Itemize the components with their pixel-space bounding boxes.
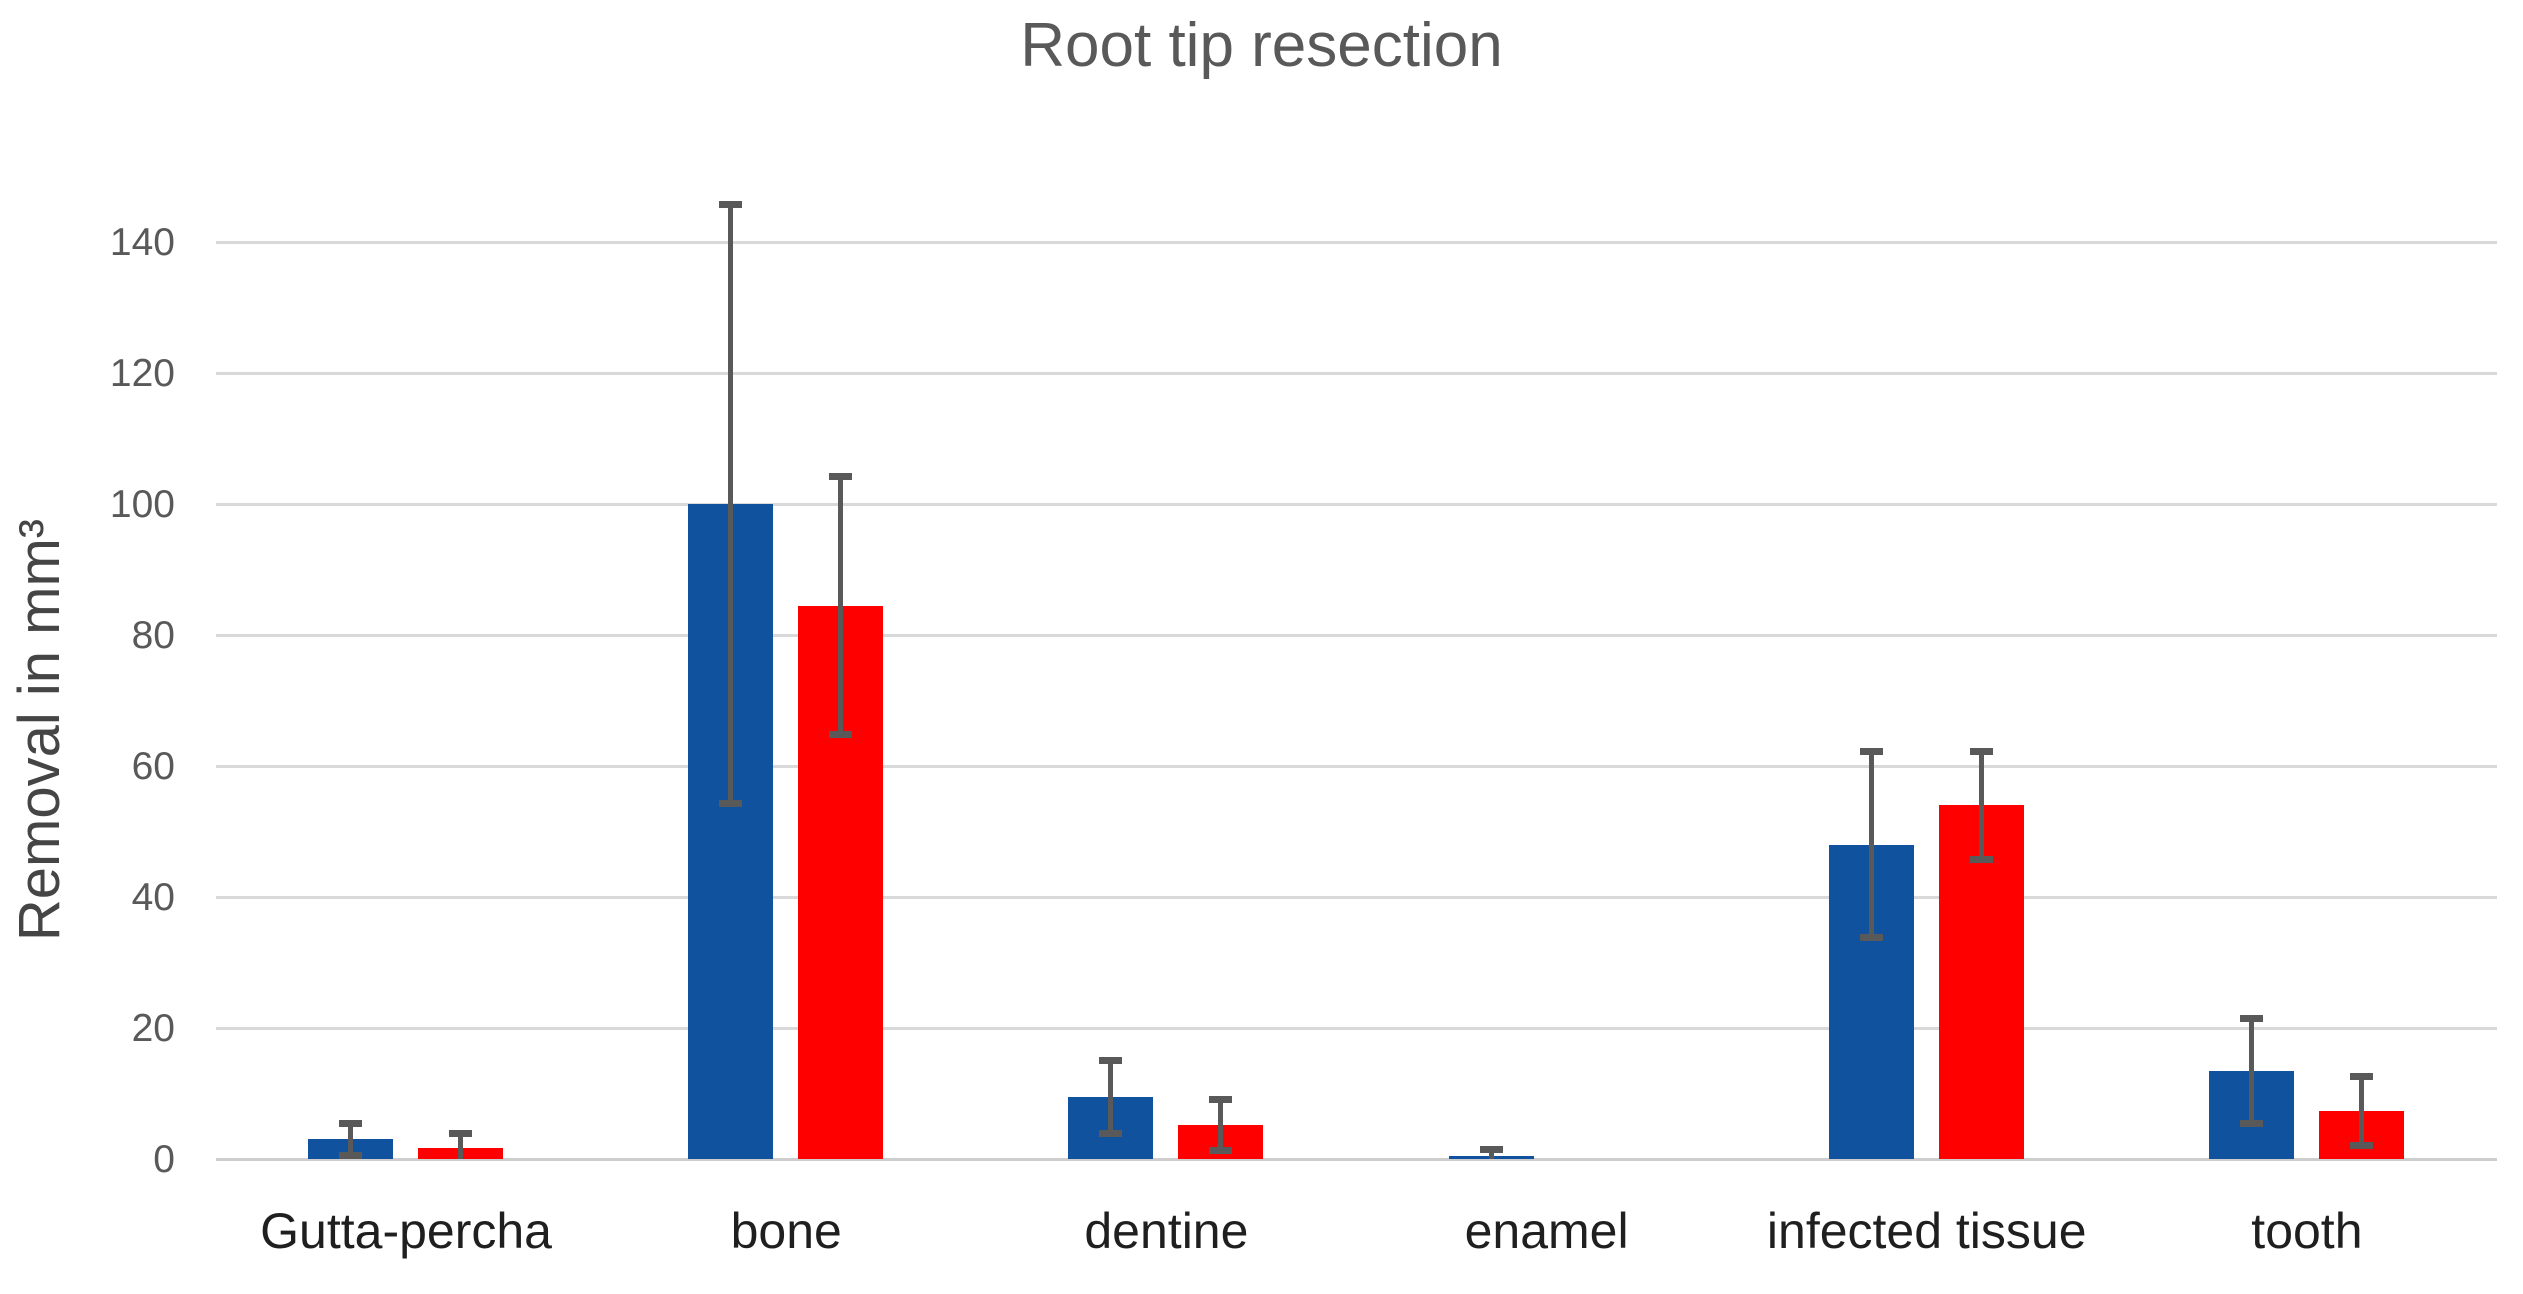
- error-bar-cap-top: [1209, 1096, 1233, 1104]
- y-tick-label: 0: [153, 1138, 175, 1181]
- y-tick-label: 80: [131, 614, 175, 658]
- error-bar-cap-top: [1859, 748, 1883, 756]
- gridline: [216, 371, 2497, 375]
- error-bar-series-blue-dentine: [1108, 1062, 1114, 1132]
- category-label-bone: bone: [730, 1203, 842, 1259]
- y-tick-label: 140: [109, 221, 175, 265]
- error-bar-cap-top: [2349, 1073, 2373, 1081]
- y-tick-label: 100: [109, 483, 175, 527]
- y-tick-label: 120: [109, 352, 175, 396]
- error-bar-series-red-gutta-percha: [458, 1135, 464, 1159]
- error-bar-series-blue-bone: [728, 206, 734, 803]
- y-tick-label: 20: [131, 1007, 175, 1051]
- error-bar-series-blue-gutta-percha: [348, 1124, 354, 1154]
- gridline: [216, 240, 2497, 244]
- error-bar-series-red-infected-tissue: [1978, 753, 1984, 858]
- chart-title: Root tip resection: [1020, 11, 1503, 80]
- error-bar-cap-bottom: [719, 800, 743, 808]
- gridline: [216, 1026, 2497, 1030]
- error-bar-cap-top: [1099, 1057, 1123, 1065]
- error-bar-series-red-bone: [838, 478, 844, 734]
- gridline: [216, 764, 2497, 768]
- error-bar-series-blue-enamel: [1488, 1151, 1494, 1159]
- error-bar-cap-top: [449, 1130, 473, 1138]
- error-bar-cap-top: [829, 473, 853, 481]
- error-bar-cap-bottom: [2239, 1119, 2263, 1127]
- error-bar-series-red-tooth: [2358, 1078, 2364, 1144]
- error-bar-cap-top: [1479, 1146, 1503, 1154]
- gridline: [216, 633, 2497, 637]
- error-bar-cap-bottom: [2349, 1141, 2373, 1149]
- y-tick-label: 40: [131, 876, 175, 920]
- y-tick-label: 60: [131, 745, 175, 789]
- category-label-enamel: enamel: [1464, 1203, 1629, 1259]
- error-bar-cap-top: [719, 201, 743, 209]
- error-bar-cap-top: [339, 1119, 363, 1127]
- category-label-gutta-percha: Gutta-percha: [260, 1203, 552, 1259]
- gridline: [216, 502, 2497, 506]
- error-bar-series-blue-tooth: [2248, 1019, 2254, 1122]
- bar-series-red-infected-tissue: [1938, 805, 2024, 1159]
- error-bar-cap-bottom: [829, 731, 853, 739]
- error-bar-cap-bottom: [339, 1151, 363, 1159]
- error-bar-cap-top: [2239, 1014, 2263, 1022]
- error-bar-cap-top: [1969, 748, 1993, 756]
- error-bar-series-red-dentine: [1218, 1101, 1224, 1149]
- error-bar-cap-bottom: [1209, 1146, 1233, 1154]
- category-label-dentine: dentine: [1084, 1203, 1249, 1259]
- x-axis-line: [216, 1157, 2497, 1161]
- gridline: [216, 895, 2497, 899]
- category-label-tooth: tooth: [2251, 1203, 2363, 1259]
- error-bar-cap-bottom: [1099, 1129, 1123, 1137]
- error-bar-cap-bottom: [1969, 855, 1993, 863]
- category-label-infected-tissue: infected tissue: [1766, 1203, 2087, 1259]
- error-bar-series-blue-infected-tissue: [1868, 753, 1874, 937]
- error-bar-cap-bottom: [1859, 934, 1883, 942]
